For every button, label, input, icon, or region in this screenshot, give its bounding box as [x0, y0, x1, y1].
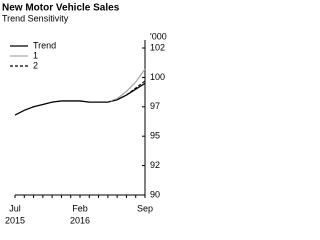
- y-tick-label: 92: [150, 160, 160, 170]
- line-series: [14, 82, 146, 116]
- line-series: [107, 68, 146, 103]
- y-tick-label: 90: [150, 189, 160, 199]
- chart: New Motor Vehicle Sales Trend Sensitivit…: [2, 3, 167, 226]
- y-tick-label: 97: [150, 101, 160, 111]
- chart-title: New Motor Vehicle Sales: [2, 3, 120, 14]
- y-unit: '000: [150, 31, 167, 41]
- y-tick-label: 100: [150, 72, 165, 82]
- x-tick-label: Sep: [137, 203, 153, 213]
- x-tick-label: Jul: [9, 203, 21, 213]
- legend-label: 1: [33, 50, 38, 60]
- y-tick-label: 95: [150, 131, 160, 141]
- x-tick-label: Feb: [72, 203, 88, 213]
- x-year-label: 2016: [70, 215, 90, 225]
- chart-subtitle: Trend Sensitivity: [2, 13, 69, 23]
- legend-label: Trend: [33, 40, 56, 50]
- y-tick-label: 102: [150, 42, 165, 52]
- line-series: [107, 80, 146, 103]
- x-year-label: 2015: [5, 215, 25, 225]
- legend-label: 2: [33, 60, 38, 70]
